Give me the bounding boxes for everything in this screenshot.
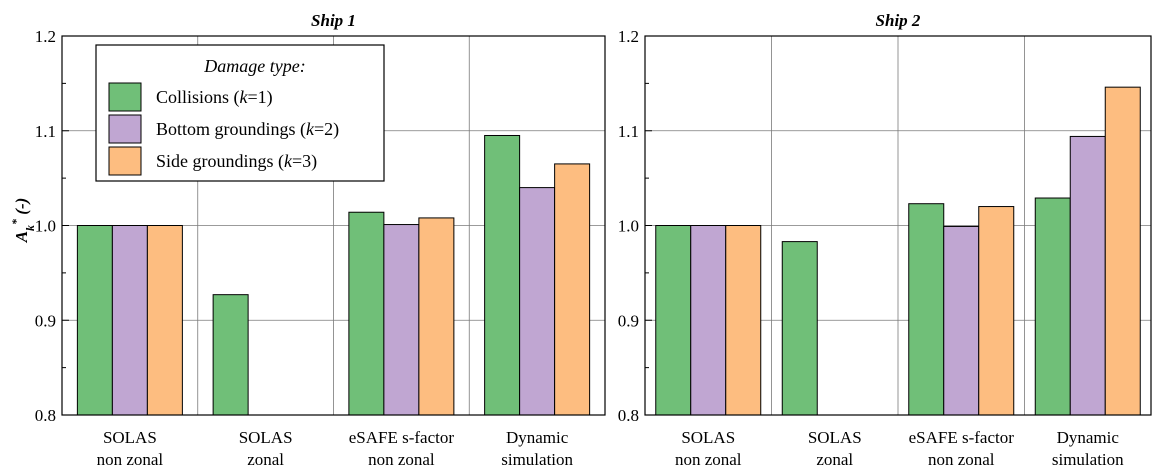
x-tick-label: non zonal (97, 450, 164, 469)
x-tick-label: eSAFE s-factor (349, 428, 455, 447)
bar-ship-1-cat1-s2 (111, 225, 148, 416)
x-tick-label: non zonal (928, 450, 995, 469)
bar-ship-1-cat4-s1 (484, 134, 521, 416)
y-tick-label: 1.1 (35, 122, 56, 141)
x-tick-label: SOLAS (808, 428, 862, 447)
bar-ship-2-cat1-s1 (655, 225, 692, 416)
bar-ship-1-cat3-s3 (418, 217, 455, 416)
plot-frame (61, 35, 606, 416)
y-tick-label: 1.0 (618, 217, 639, 236)
panel-title: Ship 1 (311, 11, 356, 30)
x-tick-label: SOLAS (681, 428, 735, 447)
legend-swatch (108, 114, 142, 144)
legend-label: Side groundings (k=3) (156, 151, 317, 172)
legend-box (95, 44, 385, 182)
bar-ship-2-cat3-s2 (943, 225, 980, 416)
y-tick-label: 0.8 (618, 406, 639, 425)
x-tick-label: non zonal (368, 450, 435, 469)
bar-ship-2-cat4-s1 (1034, 197, 1071, 416)
legend-swatch (108, 146, 142, 176)
plot-frame (644, 35, 1152, 416)
x-tick-label: SOLAS (239, 428, 293, 447)
bar-ship-2-cat4-s2 (1069, 135, 1106, 416)
x-tick-label: Dynamic (1057, 428, 1120, 447)
bar-ship-2-cat3-s1 (908, 203, 945, 416)
bar-ship-2-cat4-s3 (1104, 86, 1141, 416)
bar-ship-2-cat2-s1 (781, 241, 818, 416)
y-tick-label: 1.0 (35, 217, 56, 236)
legend-title: Damage type: (203, 56, 305, 76)
bar-ship-1-cat4-s2 (519, 187, 556, 416)
y-tick-label: 0.9 (618, 311, 639, 330)
y-tick-label: 1.2 (35, 27, 56, 46)
bar-ship-2-cat1-s2 (690, 225, 727, 416)
bar-ship-1-cat4-s3 (554, 163, 591, 416)
legend-swatch (108, 82, 142, 112)
x-tick-label: simulation (1052, 450, 1124, 469)
y-tick-label: 1.2 (618, 27, 639, 46)
x-tick-label: eSAFE s-factor (909, 428, 1015, 447)
legend-label: Bottom groundings (k=2) (156, 119, 339, 140)
legend-label: Collisions (k=1) (156, 87, 273, 108)
chart-panels: 0.8 0.9 1.0 1.1 1.2 SOLAS non zonal SOLAS zonal e… (35, 11, 1152, 469)
bar-ship-1-cat2-s1 (212, 294, 249, 416)
panel-title: Ship 2 (876, 11, 921, 30)
x-tick-label: non zonal (675, 450, 742, 469)
x-tick-label: SOLAS (103, 428, 157, 447)
legend: Damage type: Collisions (k=1) Bottom grou… (95, 44, 385, 182)
panel-1: 0.8 0.9 1.0 1.1 1.2 SOLAS non zonal SOLAS zonal e… (35, 11, 606, 469)
legend-entries: Collisions (k=1) Bottom groundings (k=2) S… (108, 82, 339, 176)
y-axis-label: Ak* (-) (9, 198, 37, 244)
x-tick-label: zonal (247, 450, 284, 469)
y-tick-label: 1.1 (618, 122, 639, 141)
bar-ship-1-cat1-s1 (76, 225, 113, 416)
bar-ship-1-cat3-s1 (348, 211, 385, 416)
x-tick-label: simulation (501, 450, 573, 469)
bar-ship-2-cat1-s3 (725, 225, 762, 416)
bar-ship-1-cat3-s2 (383, 224, 420, 416)
panel-2: 0.8 0.9 1.0 1.1 1.2 SOLAS non zonal SOLAS zonal e… (618, 11, 1152, 469)
bar-ship-1-cat1-s3 (146, 225, 183, 416)
y-tick-label: 0.8 (35, 406, 56, 425)
x-tick-label: Dynamic (506, 428, 569, 447)
bar-ship-2-cat3-s3 (978, 206, 1015, 416)
y-tick-label: 0.9 (35, 311, 56, 330)
x-tick-label: zonal (816, 450, 853, 469)
